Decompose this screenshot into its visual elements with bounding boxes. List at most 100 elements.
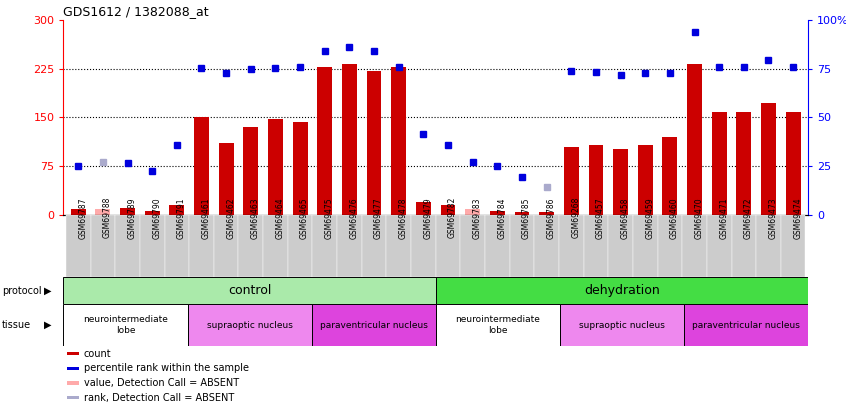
Bar — [293, 122, 307, 215]
Bar — [584, 215, 608, 277]
Bar — [366, 71, 382, 215]
Bar — [436, 277, 808, 304]
Bar — [169, 205, 184, 215]
Bar — [589, 145, 603, 215]
Text: dehydration: dehydration — [584, 284, 660, 297]
Text: GSM69268: GSM69268 — [571, 197, 580, 239]
Bar — [756, 215, 781, 277]
Text: supraoptic nucleus: supraoptic nucleus — [206, 320, 293, 330]
Bar — [608, 215, 633, 277]
Text: rank, Detection Call = ABSENT: rank, Detection Call = ABSENT — [84, 393, 233, 403]
Bar — [707, 215, 732, 277]
Text: GSM69473: GSM69473 — [768, 197, 777, 239]
Bar — [67, 381, 79, 385]
Bar — [559, 215, 584, 277]
Bar — [311, 304, 436, 346]
Bar — [91, 215, 115, 277]
Bar — [66, 215, 91, 277]
Text: GSM69460: GSM69460 — [670, 197, 678, 239]
Text: GSM69783: GSM69783 — [473, 197, 481, 239]
Text: ▶: ▶ — [44, 320, 52, 330]
Bar — [63, 277, 436, 304]
Text: GSM69791: GSM69791 — [177, 197, 186, 239]
Bar — [387, 215, 411, 277]
Bar — [662, 137, 678, 215]
Bar — [96, 209, 110, 215]
Text: GSM69477: GSM69477 — [374, 197, 383, 239]
Text: GSM69782: GSM69782 — [448, 197, 457, 239]
Text: GSM69464: GSM69464 — [276, 197, 284, 239]
Bar — [244, 127, 258, 215]
Bar — [416, 202, 431, 215]
Text: control: control — [228, 284, 272, 297]
Text: GSM69459: GSM69459 — [645, 197, 654, 239]
Text: value, Detection Call = ABSENT: value, Detection Call = ABSENT — [84, 378, 239, 388]
Text: paraventricular nucleus: paraventricular nucleus — [692, 320, 799, 330]
Bar — [436, 215, 460, 277]
Bar — [682, 215, 707, 277]
Text: GSM69461: GSM69461 — [201, 197, 211, 239]
Text: supraoptic nucleus: supraoptic nucleus — [579, 320, 665, 330]
Bar — [67, 352, 79, 355]
Text: GSM69790: GSM69790 — [152, 197, 162, 239]
Bar — [657, 215, 682, 277]
Text: protocol: protocol — [2, 286, 41, 296]
Text: GSM69787: GSM69787 — [78, 197, 87, 239]
Text: GSM69471: GSM69471 — [719, 197, 728, 239]
Bar — [638, 145, 652, 215]
Bar — [465, 209, 480, 215]
Text: GSM69457: GSM69457 — [596, 197, 605, 239]
Bar — [268, 119, 283, 215]
Text: ▶: ▶ — [44, 286, 52, 296]
Text: GSM69472: GSM69472 — [744, 197, 753, 239]
Text: GSM69788: GSM69788 — [103, 197, 112, 239]
Bar — [633, 215, 657, 277]
Text: GDS1612 / 1382088_at: GDS1612 / 1382088_at — [63, 5, 209, 18]
Text: paraventricular nucleus: paraventricular nucleus — [320, 320, 427, 330]
Bar — [342, 64, 357, 215]
Bar — [761, 103, 776, 215]
Bar — [535, 215, 559, 277]
Bar — [711, 112, 727, 215]
Bar — [337, 215, 362, 277]
Text: GSM69465: GSM69465 — [300, 197, 309, 239]
Bar — [190, 215, 214, 277]
Bar — [560, 304, 684, 346]
Bar — [71, 209, 85, 215]
Bar — [214, 215, 239, 277]
Text: tissue: tissue — [2, 320, 30, 330]
Bar — [564, 147, 579, 215]
Bar — [460, 215, 485, 277]
Bar — [684, 304, 808, 346]
Text: GSM69786: GSM69786 — [547, 197, 556, 239]
Bar — [490, 211, 505, 215]
Bar — [436, 304, 560, 346]
Bar — [312, 215, 337, 277]
Bar — [441, 205, 455, 215]
Bar — [188, 304, 311, 346]
Bar — [164, 215, 190, 277]
Text: GSM69474: GSM69474 — [794, 197, 802, 239]
Bar — [736, 112, 751, 215]
Bar — [613, 149, 628, 215]
Bar — [687, 64, 702, 215]
Bar — [362, 215, 387, 277]
Bar — [67, 396, 79, 399]
Bar — [732, 215, 756, 277]
Text: GSM69475: GSM69475 — [325, 197, 334, 239]
Text: GSM69470: GSM69470 — [695, 197, 704, 239]
Text: GSM69463: GSM69463 — [250, 197, 260, 239]
Bar — [514, 212, 530, 215]
Text: GSM69479: GSM69479 — [423, 197, 432, 239]
Bar — [485, 215, 509, 277]
Text: GSM69785: GSM69785 — [522, 197, 531, 239]
Text: GSM69789: GSM69789 — [128, 197, 136, 239]
Text: GSM69476: GSM69476 — [349, 197, 359, 239]
Bar — [786, 112, 800, 215]
Bar — [411, 215, 436, 277]
Bar — [194, 117, 209, 215]
Bar — [509, 215, 535, 277]
Bar — [781, 215, 805, 277]
Text: GSM69478: GSM69478 — [398, 197, 408, 239]
Text: GSM69458: GSM69458 — [621, 197, 629, 239]
